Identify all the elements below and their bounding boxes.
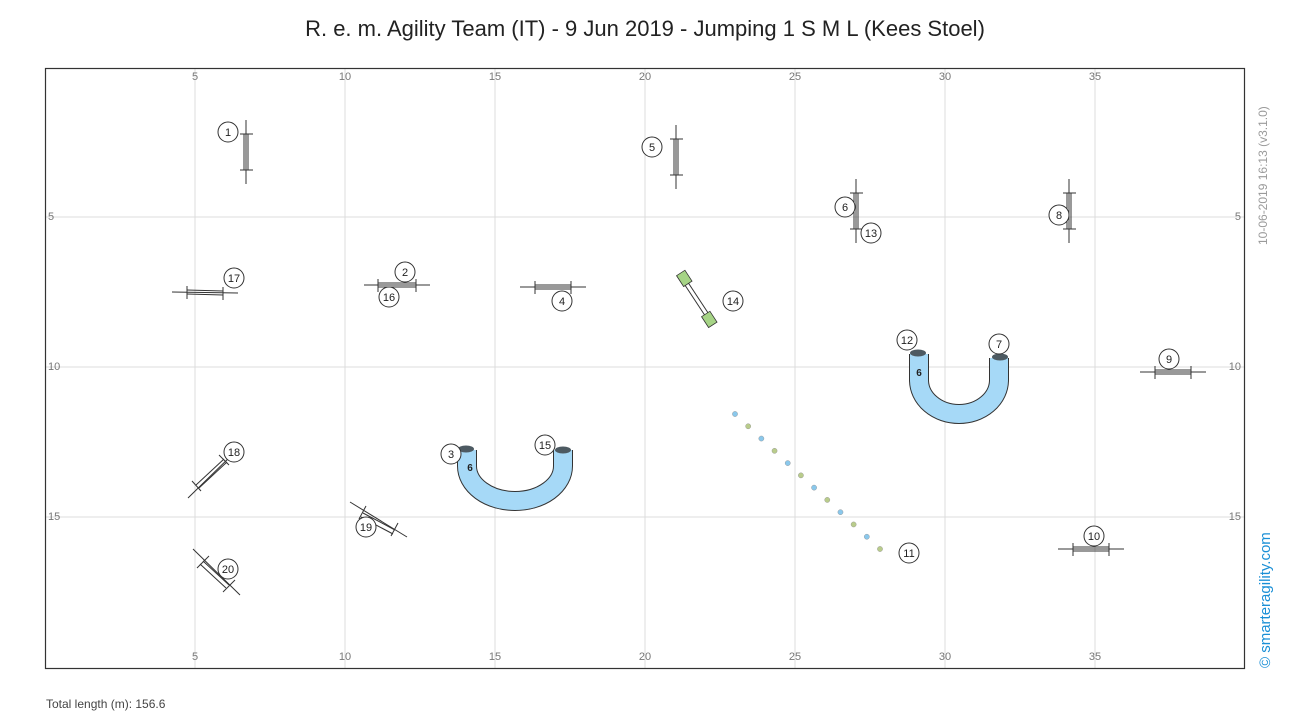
x-tick: 10	[339, 71, 351, 83]
x-tick: 25	[789, 71, 801, 83]
number-badge-6: 6	[834, 196, 856, 218]
number-badge-14: 14	[722, 290, 744, 312]
tunnel-right: 6	[909, 349, 1009, 424]
jump-2-16	[364, 279, 430, 292]
course-map: 5 10 15 20 25 30 35 5 10 15 20 25 30 35 …	[44, 67, 1246, 670]
tunnel-left: 6	[457, 445, 573, 511]
jump-1	[240, 120, 253, 184]
svg-text:1: 1	[225, 127, 231, 139]
brand-link[interactable]: © smarteragility.com	[1257, 532, 1274, 668]
tunnel-length-label: 6	[916, 368, 922, 379]
x-tick: 15	[489, 651, 501, 663]
x-tick: 15	[489, 71, 501, 83]
x-tick: 5	[192, 651, 198, 663]
jump-20	[192, 548, 241, 596]
number-badge-1: 1	[217, 121, 239, 143]
x-tick: 20	[639, 651, 651, 663]
x-ticks-top: 5 10 15 20 25 30 35	[192, 71, 1101, 83]
number-badge-13: 13	[860, 222, 882, 244]
y-ticks-right: 5 10 15	[1229, 211, 1241, 523]
weave-pole	[771, 448, 778, 454]
svg-text:10: 10	[1088, 531, 1100, 543]
svg-text:18: 18	[228, 447, 240, 459]
weave-poles	[732, 411, 883, 552]
weave-pole	[837, 509, 844, 515]
jump-5	[670, 125, 683, 189]
obstacle-numbers: 1 5 6 13 8 17 2 16 4 14 12 7 9 18 3 15 1…	[217, 121, 1180, 580]
tunnel-length-label: 6	[467, 463, 473, 474]
jump-10	[1058, 543, 1124, 556]
number-badge-18: 18	[223, 441, 245, 463]
y-tick: 15	[1229, 511, 1241, 523]
svg-text:15: 15	[539, 440, 551, 452]
timestamp-version: 10-06-2019 16:13 (v3.1.0)	[1256, 106, 1270, 245]
weave-pole	[758, 435, 765, 442]
weave-pole	[864, 533, 870, 540]
number-badge-4: 4	[551, 290, 573, 312]
x-tick: 20	[639, 71, 651, 83]
weave-pole	[811, 484, 817, 491]
arena-border	[44, 67, 1246, 670]
number-badge-17: 17	[223, 267, 245, 289]
jump-9	[1140, 366, 1206, 379]
number-badge-15: 15	[534, 434, 556, 456]
x-tick: 30	[939, 71, 951, 83]
jump-17	[171, 286, 239, 300]
weave-pole	[732, 411, 738, 417]
number-badge-2: 2	[394, 261, 416, 283]
weave-pole	[824, 497, 831, 503]
y-tick: 5	[1235, 211, 1241, 223]
number-badge-19: 19	[355, 516, 377, 538]
svg-text:8: 8	[1056, 210, 1062, 222]
x-tick: 35	[1089, 71, 1101, 83]
svg-text:7: 7	[996, 339, 1002, 351]
tire-obstacle	[675, 269, 718, 329]
svg-text:13: 13	[865, 228, 877, 240]
weave-pole	[784, 460, 791, 466]
svg-text:17: 17	[228, 273, 240, 285]
svg-text:12: 12	[901, 335, 913, 347]
weave-pole	[745, 423, 751, 430]
number-badge-3: 3	[440, 443, 462, 465]
svg-text:19: 19	[360, 522, 372, 534]
svg-text:16: 16	[383, 292, 395, 304]
weave-pole	[798, 472, 804, 479]
grid-lines	[46, 69, 1244, 668]
weave-pole	[850, 521, 857, 528]
number-badge-8: 8	[1048, 204, 1070, 226]
svg-text:14: 14	[727, 296, 739, 308]
svg-text:20: 20	[222, 564, 234, 576]
number-badge-9: 9	[1158, 348, 1180, 370]
x-ticks-bottom: 5 10 15 20 25 30 35	[192, 651, 1101, 663]
svg-text:3: 3	[448, 449, 454, 461]
svg-text:9: 9	[1166, 354, 1172, 366]
number-badge-20: 20	[217, 558, 239, 580]
weave-pole	[877, 546, 883, 552]
svg-text:5: 5	[649, 142, 655, 154]
svg-text:4: 4	[559, 296, 565, 308]
x-tick: 35	[1089, 651, 1101, 663]
svg-text:6: 6	[842, 202, 848, 214]
number-badge-7: 7	[988, 333, 1010, 355]
number-badge-16: 16	[378, 286, 400, 308]
y-tick: 5	[48, 211, 54, 223]
x-tick: 5	[192, 71, 198, 83]
jump-4	[520, 281, 586, 294]
y-ticks-left: 5 10 15	[48, 211, 60, 523]
x-tick: 10	[339, 651, 351, 663]
y-tick: 10	[1229, 361, 1241, 373]
course-title: R. e. m. Agility Team (IT) - 9 Jun 2019 …	[305, 16, 985, 41]
y-tick: 10	[48, 361, 60, 373]
x-tick: 25	[789, 651, 801, 663]
x-tick: 30	[939, 651, 951, 663]
svg-text:2: 2	[402, 267, 408, 279]
total-length: Total length (m): 156.6	[46, 697, 166, 711]
number-badge-10: 10	[1083, 525, 1105, 547]
y-tick: 15	[48, 511, 60, 523]
number-badge-12: 12	[896, 329, 918, 351]
jumps	[171, 120, 1206, 596]
number-badge-5: 5	[641, 136, 663, 158]
number-badge-11: 11	[898, 542, 920, 564]
svg-text:11: 11	[903, 548, 914, 560]
